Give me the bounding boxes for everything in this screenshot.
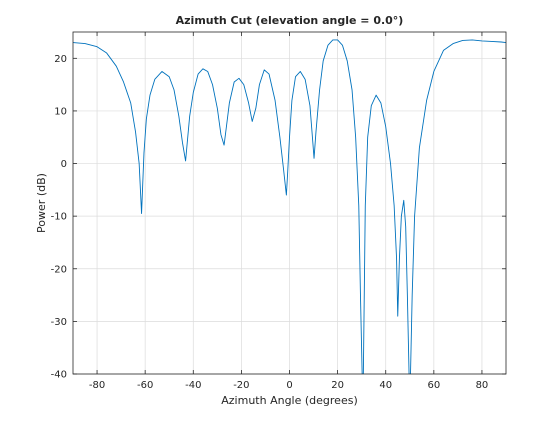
y-tick-label: 10	[54, 106, 67, 117]
x-tick-label: 0	[286, 380, 292, 391]
y-tick-label: -40	[51, 370, 67, 381]
plot-area	[73, 39, 506, 374]
x-tick-label: -80	[89, 380, 105, 391]
x-tick-label: 40	[379, 380, 392, 391]
y-tick-label: 20	[54, 54, 67, 65]
y-tick-label: -30	[51, 317, 67, 328]
x-tick-label: 60	[427, 380, 440, 391]
x-tick-label: -40	[185, 380, 201, 391]
x-axis-title: Azimuth Angle (degrees)	[221, 394, 358, 407]
x-tick-label: 20	[331, 380, 344, 391]
x-tick-label: -60	[137, 380, 153, 391]
x-tick-label: 80	[476, 380, 489, 391]
y-axis-title: Power (dB)	[35, 173, 48, 233]
x-tick-label: -20	[233, 380, 249, 391]
y-tick-label: -20	[51, 264, 67, 275]
grid-lines	[73, 32, 506, 375]
series-line	[73, 39, 506, 374]
axis-ticks: -80 -60 -40 -20 0 20 40 60 80 -40 -30 -20 -10 0 10 20	[51, 32, 506, 391]
y-tick-label: 0	[61, 159, 67, 170]
chart-title: Azimuth Cut (elevation angle = 0.0°)	[176, 14, 404, 27]
y-tick-label: -10	[51, 212, 67, 223]
